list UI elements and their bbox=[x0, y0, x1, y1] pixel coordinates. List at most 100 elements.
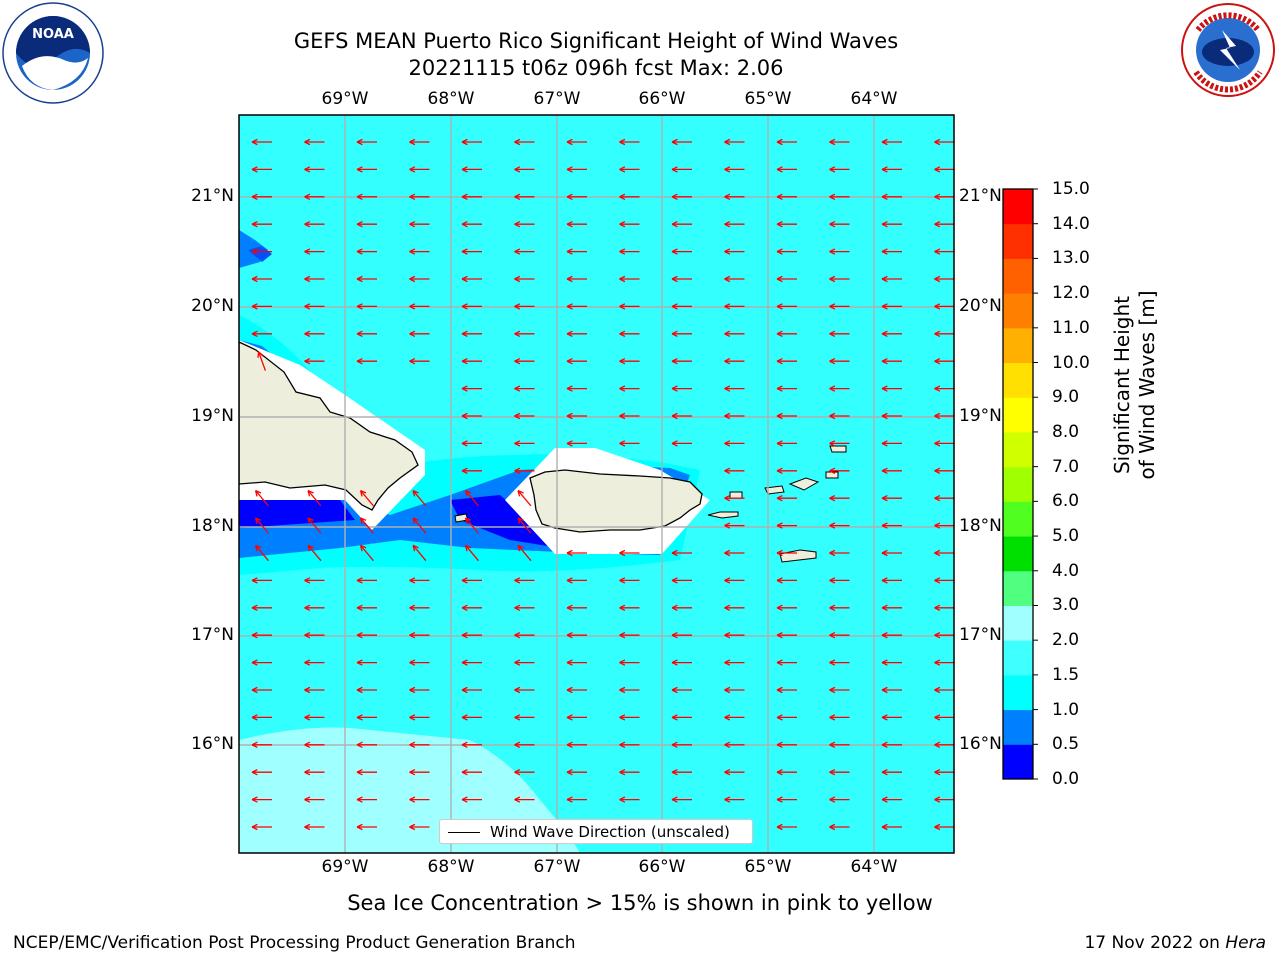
wave-direction-arrowhead bbox=[724, 440, 731, 447]
wave-direction-arrowhead bbox=[724, 275, 731, 283]
wave-direction-arrowhead bbox=[829, 221, 836, 228]
wave-direction-arrowhead bbox=[724, 796, 731, 803]
wave-direction-arrowhead bbox=[304, 358, 311, 365]
lon-label-top: 64°W bbox=[850, 89, 898, 109]
wave-direction-arrowhead bbox=[934, 577, 941, 584]
wave-direction-arrowhead bbox=[671, 138, 678, 146]
wave-direction-arrowhead bbox=[566, 275, 573, 283]
wave-direction-arrowhead bbox=[409, 166, 416, 173]
wave-direction-arrowhead bbox=[724, 604, 731, 611]
wave-direction-arrowhead bbox=[566, 358, 573, 365]
wave-direction-arrowhead bbox=[461, 632, 468, 639]
footer-branch: NCEP/EMC/Verification Post Processing Pr… bbox=[13, 933, 576, 953]
wave-direction-arrowhead bbox=[409, 823, 416, 831]
wave-direction-arrowhead bbox=[254, 489, 262, 497]
wave-direction-arrowhead bbox=[566, 769, 573, 776]
wave-direction-arrowhead bbox=[619, 275, 626, 283]
wave-direction-arrowhead bbox=[304, 330, 311, 337]
colorbar-segment bbox=[1003, 536, 1033, 572]
wave-direction-arrowhead bbox=[776, 248, 783, 255]
wave-direction-arrowhead bbox=[671, 604, 678, 611]
wave-direction-arrowhead bbox=[409, 714, 416, 721]
wave-direction-arrowhead bbox=[881, 549, 888, 557]
wave-direction-arrowhead bbox=[359, 517, 367, 524]
colorbar-tick-label: 5.0 bbox=[1052, 526, 1080, 547]
wave-direction-arrowhead bbox=[566, 604, 573, 611]
lon-label-top: 65°W bbox=[744, 89, 792, 109]
wave-direction-arrow bbox=[257, 351, 267, 371]
wave-direction-arrowhead bbox=[829, 741, 836, 748]
wave-direction-arrowhead bbox=[829, 577, 836, 584]
wave-direction-arrowhead bbox=[356, 166, 363, 173]
wave-direction-arrowhead bbox=[464, 517, 472, 524]
wave-direction-arrowhead bbox=[514, 275, 521, 283]
wave-direction-arrowhead bbox=[359, 489, 367, 497]
noaa-logo-text: NOAA bbox=[32, 27, 74, 42]
wave-direction-arrowhead bbox=[514, 632, 521, 639]
lat-label-right: 16°N bbox=[959, 734, 1002, 754]
wave-direction-arrowhead bbox=[776, 358, 783, 365]
wave-direction-arrowhead bbox=[776, 796, 783, 803]
wave-direction-arrowhead bbox=[304, 741, 311, 748]
wave-direction-arrowhead bbox=[776, 741, 783, 748]
wave-direction-arrowhead bbox=[881, 138, 888, 146]
footer-date: 17 Nov 2022 on Hera bbox=[1084, 933, 1266, 953]
wave-direction-arrowhead bbox=[409, 577, 416, 584]
wave-direction-arrowhead bbox=[251, 604, 258, 611]
wave-direction-arrowhead bbox=[409, 769, 416, 776]
wave-direction-arrowhead bbox=[464, 544, 472, 552]
colorbar-tick-label: 0.5 bbox=[1052, 734, 1080, 755]
wave-direction-arrowhead bbox=[356, 714, 363, 721]
wave-direction-arrowhead bbox=[461, 358, 468, 365]
wave-direction-arrow bbox=[465, 490, 479, 507]
wave-direction-arrowhead bbox=[356, 138, 363, 146]
wave-direction-arrowhead bbox=[409, 796, 416, 803]
wave-direction-arrowhead bbox=[881, 686, 888, 694]
wave-direction-arrowhead bbox=[251, 659, 258, 666]
wave-direction-arrowhead bbox=[671, 330, 678, 337]
wave-direction-arrowhead bbox=[409, 632, 416, 639]
wave-direction-arrowhead bbox=[409, 303, 416, 310]
lat-label-left: 18°N bbox=[191, 516, 234, 536]
wave-direction-arrowhead bbox=[619, 714, 626, 721]
colorbar-segment bbox=[1003, 431, 1033, 468]
wave-direction-arrowhead bbox=[671, 358, 678, 365]
wave-direction-arrowhead bbox=[251, 193, 258, 200]
lat-label-right: 19°N bbox=[959, 406, 1002, 426]
lat-label-right: 21°N bbox=[959, 186, 1002, 206]
wave-direction-arrowhead bbox=[671, 385, 678, 392]
wave-direction-arrowhead bbox=[566, 330, 573, 337]
lon-label-bottom: 66°W bbox=[638, 857, 686, 877]
colorbar-frame bbox=[1002, 188, 1034, 780]
wave-direction-arrowhead bbox=[566, 549, 573, 557]
wave-direction-arrowhead bbox=[619, 248, 626, 255]
colorbar-tick-label: 1.0 bbox=[1052, 699, 1080, 720]
wave-direction-arrowhead bbox=[881, 796, 888, 803]
wave-direction-arrowhead bbox=[934, 686, 941, 694]
wave-direction-arrowhead bbox=[409, 686, 416, 694]
wave-direction-arrowhead bbox=[566, 741, 573, 748]
wave-direction-arrowhead bbox=[671, 659, 678, 666]
colorbar-tick-label: 13.0 bbox=[1052, 248, 1090, 269]
wave-direction-arrowhead bbox=[514, 796, 521, 803]
wave-direction-arrowhead bbox=[356, 769, 363, 776]
wave-direction-arrowhead bbox=[304, 604, 311, 611]
colorbar-tick-label: 0.0 bbox=[1052, 769, 1080, 789]
wave-direction-arrowhead bbox=[619, 440, 626, 447]
wave-direction-arrowhead bbox=[724, 522, 731, 529]
wave-direction-arrowhead bbox=[514, 769, 521, 776]
wave-direction-arrow bbox=[307, 517, 322, 534]
wave-direction-arrowhead bbox=[829, 796, 836, 803]
colorbar-tick-label: 11.0 bbox=[1052, 317, 1090, 338]
wave-direction-arrow bbox=[307, 544, 322, 562]
wave-direction-arrowhead bbox=[829, 138, 836, 146]
lon-label-top: 66°W bbox=[638, 89, 686, 109]
wave-direction-arrowhead bbox=[881, 275, 888, 283]
wave-direction-arrowhead bbox=[881, 330, 888, 337]
wave-direction-arrowhead bbox=[566, 577, 573, 584]
wave-direction-arrowhead bbox=[514, 193, 521, 200]
wave-direction-arrowhead bbox=[829, 248, 836, 255]
wave-direction-arrowhead bbox=[514, 221, 521, 228]
wave-direction-arrowhead bbox=[829, 549, 836, 557]
colorbar-segment bbox=[1003, 501, 1033, 537]
